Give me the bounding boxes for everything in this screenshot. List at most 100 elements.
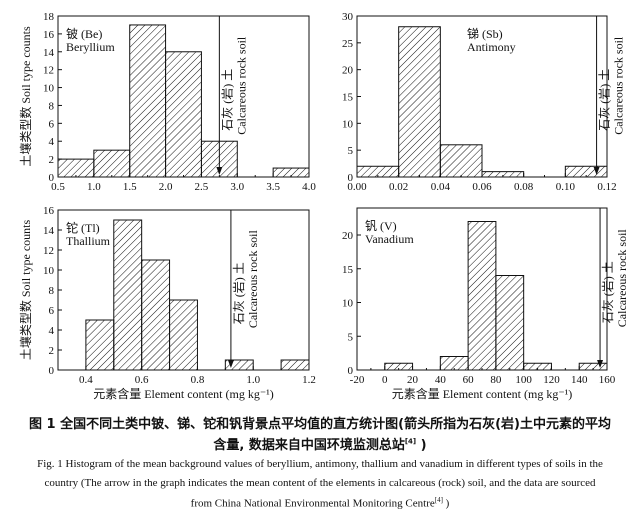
annotation-en: Calcareous rock soil (246, 230, 260, 329)
y-tick-label: 0 (49, 172, 55, 184)
y-tick-label: 12 (43, 245, 54, 257)
calcareous-arrow-head (597, 360, 604, 368)
caption-en-ref: [4] (434, 496, 443, 504)
annotation-en: Calcareous rock soil (612, 36, 626, 135)
histogram-bar (85, 319, 115, 371)
y-tick-label: 6 (49, 305, 55, 317)
x-tick-label: 0.10 (556, 181, 576, 193)
x-tick-label: 2.5 (195, 181, 209, 193)
x-tick-label: 1.0 (246, 374, 260, 386)
y-tick-label: 6 (49, 118, 55, 130)
element-label-cn: 钒 (V) (365, 218, 397, 233)
x-tick-label: 60 (463, 374, 475, 386)
y-tick-label: 0 (348, 365, 354, 377)
calcareous-arrow-head (216, 167, 223, 175)
x-tick-label: 0.06 (472, 181, 492, 193)
calcareous-arrow-head (227, 360, 234, 368)
y-tick-label: 14 (43, 47, 55, 59)
annotation-cn: 石灰 (岩) 土 (597, 69, 612, 131)
y-tick-label: 16 (43, 205, 55, 217)
x-tick-label: 0.12 (597, 181, 616, 193)
x-tick-label: 80 (490, 374, 502, 386)
y-tick-label: 10 (342, 298, 354, 310)
y-tick-label: 0 (348, 172, 354, 184)
histogram-bar (93, 149, 131, 178)
caption-cn-line2: 含量, 数据来自中国环境监测总站[4] ) (0, 434, 640, 453)
caption-en-line3: from China National Environmental Monito… (0, 496, 640, 510)
annotation-en: Calcareous rock soil (234, 36, 248, 135)
x-tick-label: 100 (515, 374, 532, 386)
y-tick-label: 25 (342, 38, 354, 50)
x-tick-label: 0.02 (389, 181, 408, 193)
element-label-en: Beryllium (66, 40, 115, 54)
y-tick-label: 4 (49, 325, 55, 337)
histogram-bar (467, 221, 497, 371)
y-tick-label: 18 (43, 11, 55, 23)
element-label-en: Antimony (467, 40, 516, 54)
y-tick-label: 0 (49, 365, 55, 377)
caption-en-text: from China National Environmental Monito… (190, 497, 435, 510)
x-tick-label: 3.0 (230, 181, 244, 193)
y-tick-label: 30 (342, 11, 354, 23)
y-tick-label: 20 (342, 65, 354, 77)
caption-cn-ref: [4] (404, 437, 417, 446)
histogram-bar (169, 299, 198, 371)
x-tick-label: 1.2 (302, 374, 316, 386)
caption-en-line2: country (The arrow in the graph indicate… (44, 477, 596, 489)
annotation-cn: 石灰 (岩) 土 (231, 262, 246, 324)
annotation-en: Calcareous rock soil (615, 229, 629, 328)
x-tick-label: 160 (599, 374, 616, 386)
element-label-en: Thallium (66, 234, 111, 248)
x-tick-label: 4.0 (302, 181, 316, 193)
x-tick-label: 2.0 (159, 181, 173, 193)
x-tick-label: 0.04 (431, 181, 451, 193)
histogram-bar (495, 275, 525, 371)
histogram-bar (398, 26, 441, 178)
y-tick-label: 2 (49, 154, 55, 166)
histogram-bar (439, 356, 469, 371)
histogram-bar (113, 219, 143, 371)
y-tick-label: 12 (43, 65, 54, 77)
x-tick-label: 40 (435, 374, 447, 386)
histogram-panels: 0.5 1.0 1.5 2.0 2.5 3.0 3.5 4.0 0 2 4 6 8 10 12 14 16 18 铍… (18, 11, 629, 401)
x-tick-label: 140 (571, 374, 588, 386)
histogram-bar (129, 24, 167, 178)
caption-cn-end: ) (416, 438, 427, 453)
x-tick-label: 0.4 (79, 374, 93, 386)
y-tick-label: 10 (342, 118, 354, 130)
annotation-cn: 石灰 (岩) 土 (600, 261, 615, 323)
calcareous-arrow-head (593, 167, 600, 175)
caption-en-line1: Fig. 1 Histogram of the mean background … (37, 458, 603, 470)
y-axis-label: 土壤类型数 Soil type counts (18, 26, 33, 167)
histogram-bar (57, 158, 95, 178)
histogram-bar (165, 51, 202, 178)
caption-cn-line1: 图 1 全国不同土类中铍、锑、铊和钒背景点平均值的直方统计图(箭头所指为石灰(岩… (29, 417, 611, 432)
caption-cn-text: 含量, 数据来自中国环境监测总站 (213, 438, 405, 453)
x-axis-label: 元素含量 Element content (mg kg⁻¹) (392, 386, 573, 401)
y-tick-label: 2 (49, 345, 55, 357)
element-label-cn: 铍 (Be) (66, 27, 102, 41)
y-tick-label: 5 (348, 145, 354, 157)
x-tick-label: -20 (350, 374, 365, 386)
element-label-en: Vanadium (365, 232, 414, 246)
x-tick-label: 1.5 (123, 181, 137, 193)
x-tick-label: 120 (543, 374, 560, 386)
caption-en-end: ) (442, 497, 450, 510)
y-tick-label: 4 (49, 136, 55, 148)
element-label-cn: 锑 (Sb) (467, 27, 503, 41)
y-tick-label: 15 (342, 264, 354, 276)
x-axis-label: 元素含量 Element content (mg kg⁻¹) (93, 386, 274, 401)
x-tick-label: 0.6 (135, 374, 149, 386)
y-tick-label: 8 (49, 285, 55, 297)
x-tick-label: 20 (407, 374, 419, 386)
x-tick-label: 1.0 (87, 181, 101, 193)
histogram-bar (141, 259, 171, 371)
y-axis-label: 土壤类型数 Soil type counts (18, 220, 33, 361)
y-tick-label: 16 (43, 29, 55, 41)
histogram-bar (280, 359, 310, 371)
x-tick-label: 0.8 (191, 374, 205, 386)
x-tick-label: 0.00 (347, 181, 367, 193)
y-tick-label: 5 (348, 331, 354, 343)
x-tick-label: 0.5 (51, 181, 65, 193)
